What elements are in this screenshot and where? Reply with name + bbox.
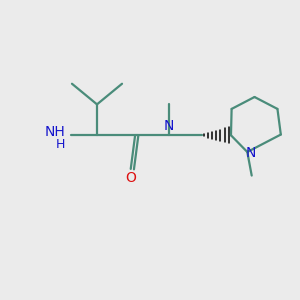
Text: H: H <box>56 138 65 151</box>
Text: N: N <box>246 146 256 161</box>
Text: N: N <box>164 119 174 133</box>
Text: O: O <box>125 171 136 185</box>
Text: NH: NH <box>45 125 66 139</box>
